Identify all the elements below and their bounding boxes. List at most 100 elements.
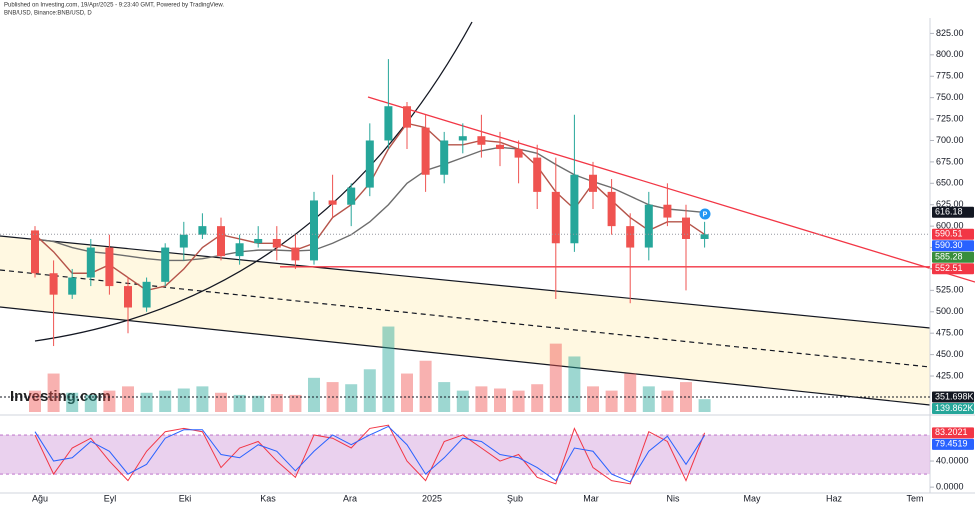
- price-label-box: [932, 240, 974, 252]
- channel-lower: [0, 306, 931, 406]
- price-label-box: [932, 251, 974, 263]
- volume-bar: [549, 343, 562, 412]
- candle-body: [310, 200, 318, 261]
- candle-body: [68, 277, 77, 295]
- x-tick-label: Mar: [583, 493, 599, 503]
- volume-bar: [103, 390, 116, 412]
- channel-fill: [0, 236, 930, 405]
- symbol-info: BNB/USD, Binance:BNB/USD, D: [4, 11, 92, 17]
- volume-bar: [84, 394, 97, 412]
- candle-body: [440, 140, 449, 175]
- volume-bar: [642, 386, 655, 412]
- x-tick-label: May: [743, 493, 761, 503]
- candle-body: [421, 127, 430, 175]
- x-tick-label: Tem: [906, 493, 923, 503]
- volume-bar: [587, 386, 599, 412]
- marker-circle: [699, 208, 711, 220]
- watermark: Investing.com: [10, 388, 111, 405]
- y-tick-label: 750.00: [936, 92, 964, 102]
- candle-body: [458, 136, 467, 141]
- osc-tick-label: 40.0000: [936, 455, 969, 465]
- price-label: 552.51: [935, 263, 963, 273]
- x-tick-label: Kas: [260, 493, 276, 503]
- x-tick-label: Haz: [826, 493, 843, 503]
- volume-bar: [66, 392, 79, 412]
- y-tick-label: 725.00: [936, 113, 964, 123]
- candle-body: [663, 204, 672, 218]
- volume-bar: [29, 390, 41, 412]
- osc-label: 83.2021: [935, 427, 968, 437]
- volume-bar: [531, 384, 544, 412]
- price-label: 590.30: [935, 240, 963, 250]
- y-tick-label: 700.00: [936, 135, 964, 145]
- parabolic-curve: [34, 21, 473, 342]
- resistance-trendline: [367, 96, 975, 283]
- volume-bar: [661, 390, 674, 412]
- volume-bar: [401, 373, 413, 412]
- x-tick-label: 2025: [422, 493, 442, 503]
- candle-body: [496, 144, 504, 150]
- y-tick-label: 525.00: [936, 285, 964, 295]
- candle-body: [403, 106, 411, 128]
- volume-bar: [159, 390, 172, 412]
- y-tick-label: 825.00: [936, 28, 964, 38]
- x-tick-label: Ağu: [32, 493, 48, 503]
- volume-bar: [270, 394, 283, 412]
- candle-body: [477, 136, 486, 145]
- x-tick-label: Eyl: [104, 493, 117, 503]
- osc-line: [34, 425, 706, 483]
- volume-bar: [698, 399, 711, 412]
- candle-body: [533, 157, 542, 192]
- y-tick-label: 625.00: [936, 199, 964, 209]
- volume-bar: [568, 356, 581, 412]
- candle-body: [644, 204, 653, 248]
- candle-body: [570, 174, 579, 244]
- volume-bar: [289, 394, 302, 412]
- candle-body: [607, 191, 616, 227]
- volume-bar: [624, 373, 637, 412]
- y-tick-label: 650.00: [936, 178, 964, 188]
- candle-body: [514, 149, 523, 158]
- candle-body: [589, 174, 597, 192]
- y-tick-label: 675.00: [936, 156, 964, 166]
- candle-body: [124, 286, 132, 308]
- osc-label-box: [932, 438, 974, 450]
- volume-bar: [47, 373, 60, 412]
- candle-body: [217, 226, 225, 257]
- volume-bar: [252, 395, 265, 412]
- volume-label: 351.698K: [935, 391, 974, 401]
- price-label-box: [932, 206, 974, 218]
- channel-upper: [0, 235, 931, 329]
- volume-bar: [233, 394, 246, 412]
- price-label: 590.51: [935, 229, 963, 239]
- volume-bar: [122, 386, 134, 412]
- volume-bar: [512, 390, 525, 412]
- marker-label: P: [703, 211, 708, 218]
- volume-bar: [140, 392, 153, 412]
- osc-label-box: [932, 427, 974, 439]
- published-note: Published on Investing.com, 19/Apr/2025 …: [4, 3, 224, 9]
- x-tick-label: Eki: [179, 493, 192, 503]
- volume-label: 139.862K: [935, 403, 974, 413]
- candle-body: [700, 234, 709, 239]
- y-tick-label: 475.00: [936, 328, 964, 338]
- candle-body: [198, 226, 207, 235]
- candle-body: [49, 273, 58, 295]
- price-label-box: [932, 228, 974, 240]
- candle-body: [86, 247, 95, 278]
- volume-label-box: [932, 391, 974, 403]
- volume-bar: [456, 390, 469, 412]
- candle-body: [626, 226, 635, 248]
- x-tick-label: Ara: [343, 493, 357, 503]
- candle-body: [291, 247, 300, 261]
- volume-bar: [308, 377, 320, 412]
- candle-body: [365, 140, 374, 188]
- volume-bar: [177, 388, 190, 412]
- volume-bar: [363, 369, 376, 412]
- volume-bar: [196, 386, 209, 412]
- y-tick-label: 600.00: [936, 221, 964, 231]
- volume-bar: [605, 390, 618, 412]
- y-tick-label: 500.00: [936, 306, 964, 316]
- candle-body: [682, 217, 690, 239]
